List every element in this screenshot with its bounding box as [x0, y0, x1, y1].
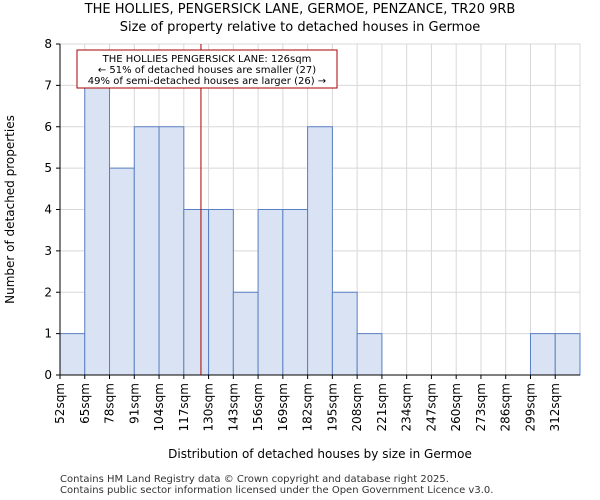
y-ticks: 0 1 2 3 4 5 6 7 8	[44, 37, 60, 382]
x-tick-label: 130sqm	[202, 383, 216, 431]
x-tick-label: 117sqm	[177, 383, 191, 431]
x-tick-label: 247sqm	[424, 383, 438, 431]
bar-143sqm	[232, 291, 259, 376]
bar-299sqm	[529, 333, 556, 376]
x-tick-label: 65sqm	[78, 383, 92, 424]
x-tick-label: 156sqm	[251, 383, 265, 431]
x-tick-label: 299sqm	[523, 383, 537, 431]
y-tick-label: 7	[44, 78, 52, 92]
y-tick-label: 1	[44, 327, 52, 341]
bar-52sqm	[59, 333, 86, 376]
x-tick-label: 143sqm	[226, 383, 240, 431]
y-tick-label: 4	[44, 203, 52, 217]
bar-156sqm	[257, 209, 284, 376]
x-tick-label: 52sqm	[53, 383, 67, 424]
annotation-line-2: ← 51% of detached houses are smaller (27…	[98, 65, 316, 76]
y-tick-label: 5	[44, 161, 52, 175]
bar-104sqm	[158, 126, 185, 376]
bar-312sqm	[554, 333, 581, 376]
x-axis-label: Distribution of detached houses by size …	[168, 447, 472, 461]
y-tick-label: 2	[44, 285, 52, 299]
y-tick-label: 0	[44, 368, 52, 382]
bar-65sqm	[84, 84, 111, 376]
bar-182sqm	[307, 126, 333, 376]
x-tick-label: 104sqm	[152, 383, 166, 431]
bar-195sqm	[331, 291, 358, 376]
bar-91sqm	[133, 126, 160, 376]
chart-subtitle: Size of property relative to detached ho…	[119, 20, 481, 35]
x-tick-label: 273sqm	[474, 383, 488, 431]
y-axis-label: Number of detached properties	[3, 115, 17, 304]
x-tick-label: 208sqm	[350, 383, 364, 431]
histogram-chart: 0 1 2 3 4 5 6 7 8 52sqm 65sqm 78sqm 91sqm 104sqm 117s…	[3, 37, 581, 461]
annotation-line-1: THE HOLLIES PENGERSICK LANE: 126sqm	[102, 54, 312, 65]
y-tick-label: 6	[44, 120, 52, 134]
bars-layer	[59, 84, 581, 376]
bar-117sqm	[183, 209, 210, 376]
annotation-box: THE HOLLIES PENGERSICK LANE: 126sqm ← 51…	[76, 49, 338, 89]
bar-130sqm	[208, 209, 234, 376]
y-tick-label: 8	[44, 37, 52, 51]
x-tick-label: 91sqm	[127, 383, 141, 424]
footer-line-2: Contains public sector information licen…	[60, 485, 494, 496]
x-tick-label: 221sqm	[375, 383, 389, 431]
annotation-line-3: 49% of semi-detached houses are larger (…	[88, 76, 326, 87]
x-tick-label: 286sqm	[499, 383, 513, 431]
x-tick-label: 195sqm	[325, 383, 339, 431]
footer-line-1: Contains HM Land Registry data © Crown c…	[60, 474, 449, 485]
chart-title: THE HOLLIES, PENGERSICK LANE, GERMOE, PE…	[84, 2, 516, 17]
bar-78sqm	[109, 167, 135, 376]
x-tick-label: 182sqm	[301, 383, 315, 431]
x-tick-label: 234sqm	[400, 383, 414, 431]
x-ticks: 52sqm 65sqm 78sqm 91sqm 104sqm 117sqm 130sqm 14…	[53, 375, 562, 431]
y-tick-label: 3	[44, 244, 52, 258]
bar-208sqm	[356, 333, 383, 376]
x-tick-label: 312sqm	[548, 383, 562, 431]
x-tick-label: 169sqm	[276, 383, 290, 431]
bar-169sqm	[282, 209, 309, 376]
x-tick-label: 78sqm	[103, 383, 117, 424]
x-tick-label: 260sqm	[449, 383, 463, 431]
